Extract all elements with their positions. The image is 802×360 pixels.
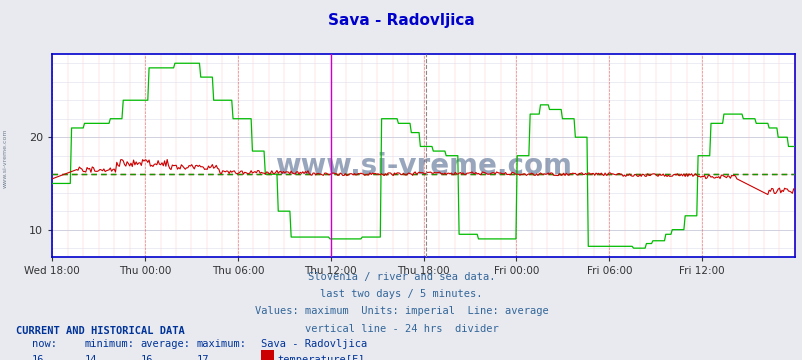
Text: Sava - Radovljica: Sava - Radovljica (328, 13, 474, 28)
Text: now:: now: (32, 339, 57, 349)
Text: Sava - Radovljica: Sava - Radovljica (261, 339, 367, 349)
Text: 17: 17 (196, 355, 209, 360)
Text: Slovenia / river and sea data.: Slovenia / river and sea data. (307, 272, 495, 282)
Text: Values: maximum  Units: imperial  Line: average: Values: maximum Units: imperial Line: av… (254, 306, 548, 316)
Text: minimum:: minimum: (84, 339, 134, 349)
Text: CURRENT AND HISTORICAL DATA: CURRENT AND HISTORICAL DATA (16, 326, 184, 336)
Text: average:: average: (140, 339, 190, 349)
Text: vertical line - 24 hrs  divider: vertical line - 24 hrs divider (304, 324, 498, 334)
Text: 16: 16 (140, 355, 153, 360)
Text: maximum:: maximum: (196, 339, 246, 349)
Text: 14: 14 (84, 355, 97, 360)
Text: www.si-vreme.com: www.si-vreme.com (275, 152, 571, 180)
Text: www.si-vreme.com: www.si-vreme.com (2, 129, 7, 188)
Text: 16: 16 (32, 355, 45, 360)
Text: last two days / 5 minutes.: last two days / 5 minutes. (320, 289, 482, 299)
Text: temperature[F]: temperature[F] (277, 355, 364, 360)
